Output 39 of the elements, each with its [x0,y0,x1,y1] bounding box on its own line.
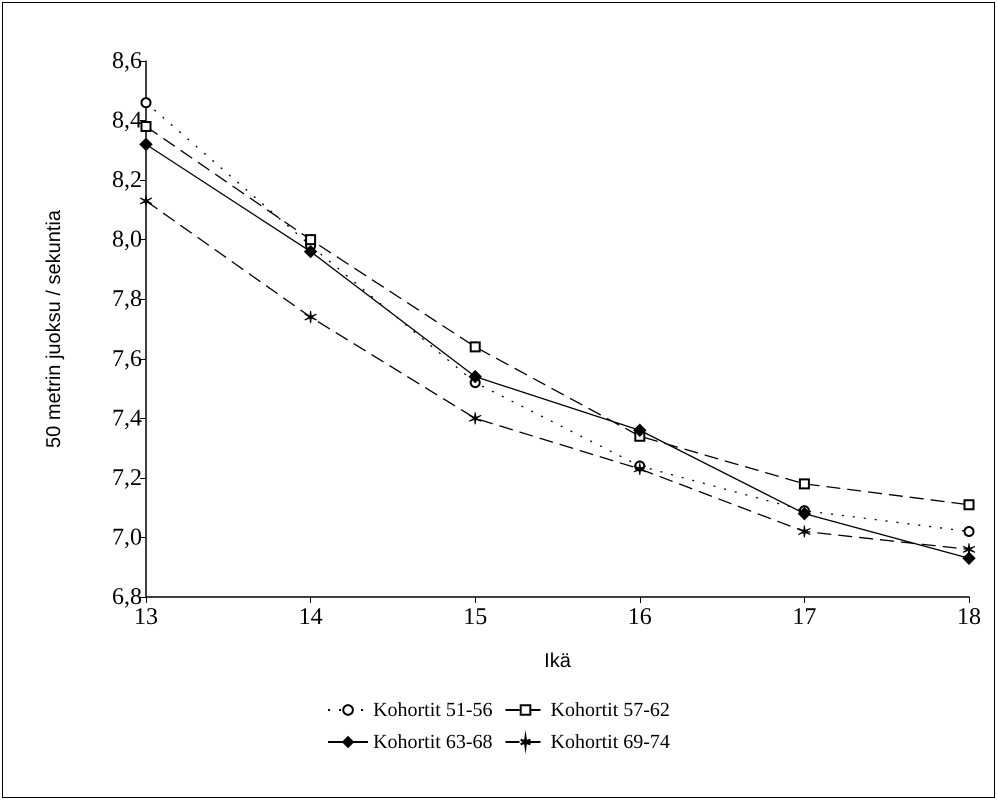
y-axis-title: 50 metrin juoksu / sekuntia [43,209,65,448]
point [964,499,974,510]
y-tick-label: 7,6 [112,346,142,372]
point [140,121,152,132]
y-tick-label: 7,4 [112,405,142,432]
x-tick-label: 13 [134,604,158,630]
point [470,341,481,352]
y-tick-label: 8,0 [112,226,142,253]
point [468,370,482,384]
x-tick-label: 17 [792,604,816,630]
point [140,97,152,108]
legend-label: Kohortit 69-74 [550,731,670,753]
x-tick-label: 15 [463,604,488,630]
y-tick-label: 7,8 [112,286,142,312]
x-tick-label: 18 [957,604,981,630]
point [468,412,482,425]
y-tick-label: 8,6 [112,48,142,74]
point [633,462,646,476]
point [798,524,811,538]
point [140,138,152,151]
legend-label: Kohortit 51-56 [373,699,493,721]
x-tick-label: 16 [628,604,652,630]
legend-label: Kohortit 63-68 [373,731,493,753]
point [798,507,811,520]
point [962,552,976,565]
x-axis-title: Ikä [544,650,572,672]
y-tick-label: 8,2 [112,167,142,194]
point [304,245,318,258]
point [633,424,646,437]
y-tick-label: 7,0 [112,524,142,550]
y-tick-label: 8,4 [112,108,142,134]
point [964,526,974,537]
point [304,310,318,324]
legend-label: Kohortit 57-62 [550,699,670,721]
y-tick-label: 7,2 [112,464,142,491]
x-tick-label: 14 [298,604,323,630]
point [798,478,810,490]
point [305,234,316,246]
point [140,194,152,208]
